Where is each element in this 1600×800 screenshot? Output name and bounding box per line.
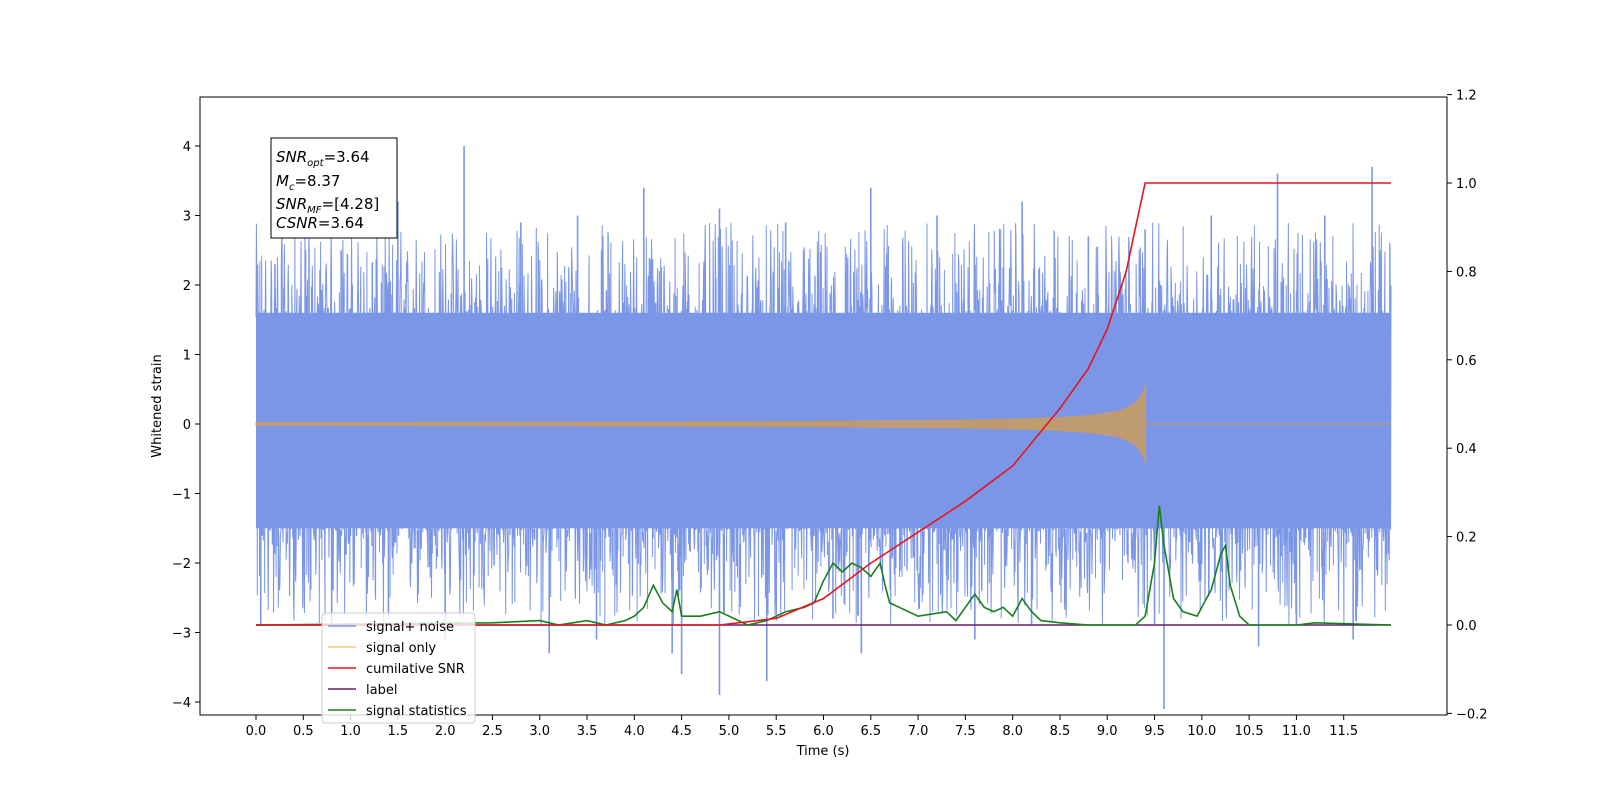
x-tick-label: 2.0 bbox=[435, 724, 456, 739]
y-tick-label: 0 bbox=[183, 418, 191, 433]
info-box: SNRopt=3.64 Mc=8.37 SNRMF=[4.28] CSNR=3.… bbox=[270, 137, 398, 239]
legend-label-signal-only: signal only bbox=[366, 641, 436, 656]
legend-frame bbox=[321, 612, 476, 724]
legend: signal+ noise signal only cumilative SNR… bbox=[321, 612, 476, 724]
legend-label-label: label bbox=[366, 683, 397, 698]
y-tick-label: −1 bbox=[172, 488, 191, 503]
x-tick-label: 8.5 bbox=[1050, 724, 1071, 739]
x-tick-label: 7.5 bbox=[955, 724, 976, 739]
y-tick-label: −4 bbox=[172, 696, 191, 711]
series-signal-statistics bbox=[255, 505, 1392, 626]
y-axis-label: Whitened strain bbox=[150, 354, 165, 457]
x-tick-label: 9.0 bbox=[1097, 724, 1118, 739]
y-axis-ticks: 4 3 2 1 0 −1 −2 −3 −4 bbox=[172, 140, 200, 711]
x-tick-label: 4.5 bbox=[671, 724, 692, 739]
x-tick-label: 3.5 bbox=[577, 724, 598, 739]
x-tick-label: 8.0 bbox=[1002, 724, 1023, 739]
y2-axis-ticks: 1.2 1.0 0.8 0.6 0.4 0.2 0.0 −0.2 bbox=[1447, 89, 1488, 722]
y-tick-label: 4 bbox=[183, 140, 191, 155]
x-tick-label: 7.0 bbox=[908, 724, 929, 739]
legend-label-cumulative-snr: cumilative SNR bbox=[366, 662, 465, 677]
y2-tick-label: 0.6 bbox=[1456, 354, 1477, 369]
series-cumulative-snr bbox=[256, 182, 1391, 626]
x-tick-label: 6.5 bbox=[860, 724, 881, 739]
series-signal-noise bbox=[255, 146, 1392, 709]
x-tick-label: 2.5 bbox=[482, 724, 503, 739]
legend-entry-signal-only: signal only bbox=[328, 641, 436, 656]
x-tick-label: 5.0 bbox=[719, 724, 740, 739]
y2-tick-label: −0.2 bbox=[1456, 707, 1488, 722]
x-tick-label: 0.0 bbox=[246, 724, 267, 739]
legend-entry-cumulative-snr: cumilative SNR bbox=[328, 662, 465, 677]
x-tick-label: 5.5 bbox=[766, 724, 787, 739]
x-tick-label: 9.5 bbox=[1144, 724, 1165, 739]
legend-entry-signal-noise: signal+ noise bbox=[328, 620, 454, 635]
y2-tick-label: 0.4 bbox=[1456, 442, 1477, 457]
y2-tick-label: 1.0 bbox=[1456, 177, 1477, 192]
x-tick-label: 3.0 bbox=[529, 724, 550, 739]
x-tick-label: 10.0 bbox=[1187, 724, 1216, 739]
info-snr-opt: SNRopt=3.64 bbox=[276, 148, 370, 169]
x-tick-label: 6.0 bbox=[813, 724, 834, 739]
y-tick-label: −2 bbox=[172, 557, 191, 572]
y2-tick-label: 0.8 bbox=[1456, 265, 1477, 280]
legend-entry-signal-statistics: signal statistics bbox=[328, 704, 467, 719]
y2-tick-label: 0.0 bbox=[1456, 619, 1477, 634]
y2-tick-label: 1.2 bbox=[1456, 89, 1477, 104]
x-axis-ticks: 0.0 0.5 1.0 1.5 2.0 2.5 3.0 3.5 4.0 4.5 5.0 5.5 6.0 6… bbox=[246, 715, 1358, 739]
y-tick-label: 3 bbox=[183, 210, 191, 225]
x-tick-label: 1.5 bbox=[388, 724, 409, 739]
legend-entry-label: label bbox=[328, 683, 397, 698]
legend-label-signal-noise: signal+ noise bbox=[366, 620, 454, 635]
y2-tick-label: 0.2 bbox=[1456, 531, 1477, 546]
x-tick-label: 1.0 bbox=[340, 724, 361, 739]
legend-label-signal-statistics: signal statistics bbox=[366, 704, 467, 719]
x-tick-label: 0.5 bbox=[293, 724, 314, 739]
series-signal-only bbox=[255, 385, 1391, 463]
y-tick-label: 2 bbox=[183, 279, 191, 294]
x-tick-label: 10.5 bbox=[1235, 724, 1264, 739]
info-box-frame bbox=[270, 137, 398, 239]
info-mc: Mc=8.37 bbox=[276, 172, 340, 193]
y-tick-label: −3 bbox=[172, 627, 191, 642]
info-snr-mf: SNRMF=[4.28] bbox=[276, 195, 379, 216]
x-tick-label: 11.5 bbox=[1329, 724, 1358, 739]
x-axis-label: Time (s) bbox=[796, 744, 850, 759]
x-tick-label: 4.0 bbox=[624, 724, 645, 739]
y-tick-label: 1 bbox=[183, 349, 191, 364]
x-tick-label: 11.0 bbox=[1282, 724, 1311, 739]
info-csnr: CSNR=3.64 bbox=[276, 214, 364, 232]
